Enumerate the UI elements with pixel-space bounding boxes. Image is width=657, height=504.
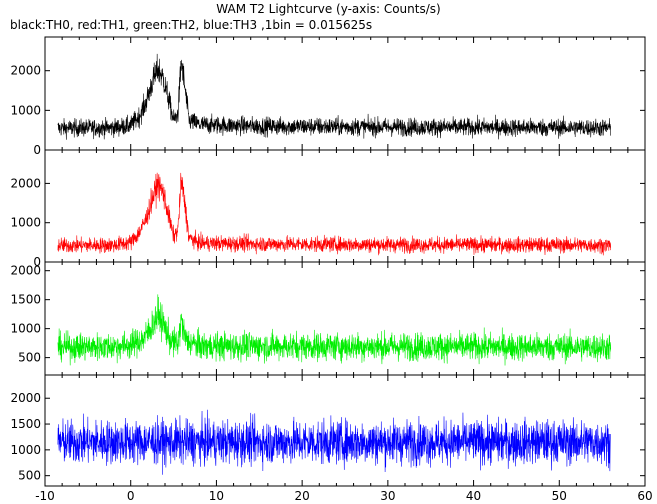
x-tick-label: 10	[209, 489, 224, 503]
y-tick-label-TH2: 1500	[10, 293, 41, 307]
x-tick-label: 30	[380, 489, 395, 503]
y-tick-label-TH1: 1000	[10, 216, 41, 230]
y-tick-label-TH0: 1000	[10, 103, 41, 117]
y-tick-label-TH3: 1000	[10, 443, 41, 457]
y-tick-label-TH0: 0	[33, 143, 41, 157]
x-tick-label: 20	[295, 489, 310, 503]
x-tick-label: 40	[466, 489, 481, 503]
series-TH1	[57, 172, 612, 256]
y-tick-label-TH3: 1500	[10, 417, 41, 431]
y-tick-label-TH1: 2000	[10, 176, 41, 190]
y-tick-label-TH2: 1000	[10, 322, 41, 336]
y-tick-label-TH0: 2000	[10, 64, 41, 78]
x-tick-label: 60	[637, 489, 652, 503]
panel-frame-TH0	[44, 36, 646, 151]
x-tick-label: 0	[127, 489, 135, 503]
y-tick-label-TH2: 2000	[10, 264, 41, 278]
y-tick-label-TH3: 2000	[10, 391, 41, 405]
panel-frame-TH2	[44, 261, 646, 376]
figure-title: WAM T2 Lightcurve (y-axis: Counts/s)	[216, 2, 441, 16]
figure-subtitle: black:TH0, red:TH1, green:TH2, blue:TH3 …	[10, 18, 373, 32]
panel-frame-TH3	[44, 374, 646, 487]
y-tick-label-TH1: 0	[33, 255, 41, 269]
x-tick-label: 50	[552, 489, 567, 503]
y-tick-label-TH3: 500	[18, 469, 41, 483]
series-TH0	[57, 53, 612, 140]
series-TH2	[57, 294, 612, 366]
series-TH3	[57, 409, 611, 475]
y-tick-label-TH2: 500	[18, 351, 41, 365]
x-tick-label: -10	[35, 489, 55, 503]
